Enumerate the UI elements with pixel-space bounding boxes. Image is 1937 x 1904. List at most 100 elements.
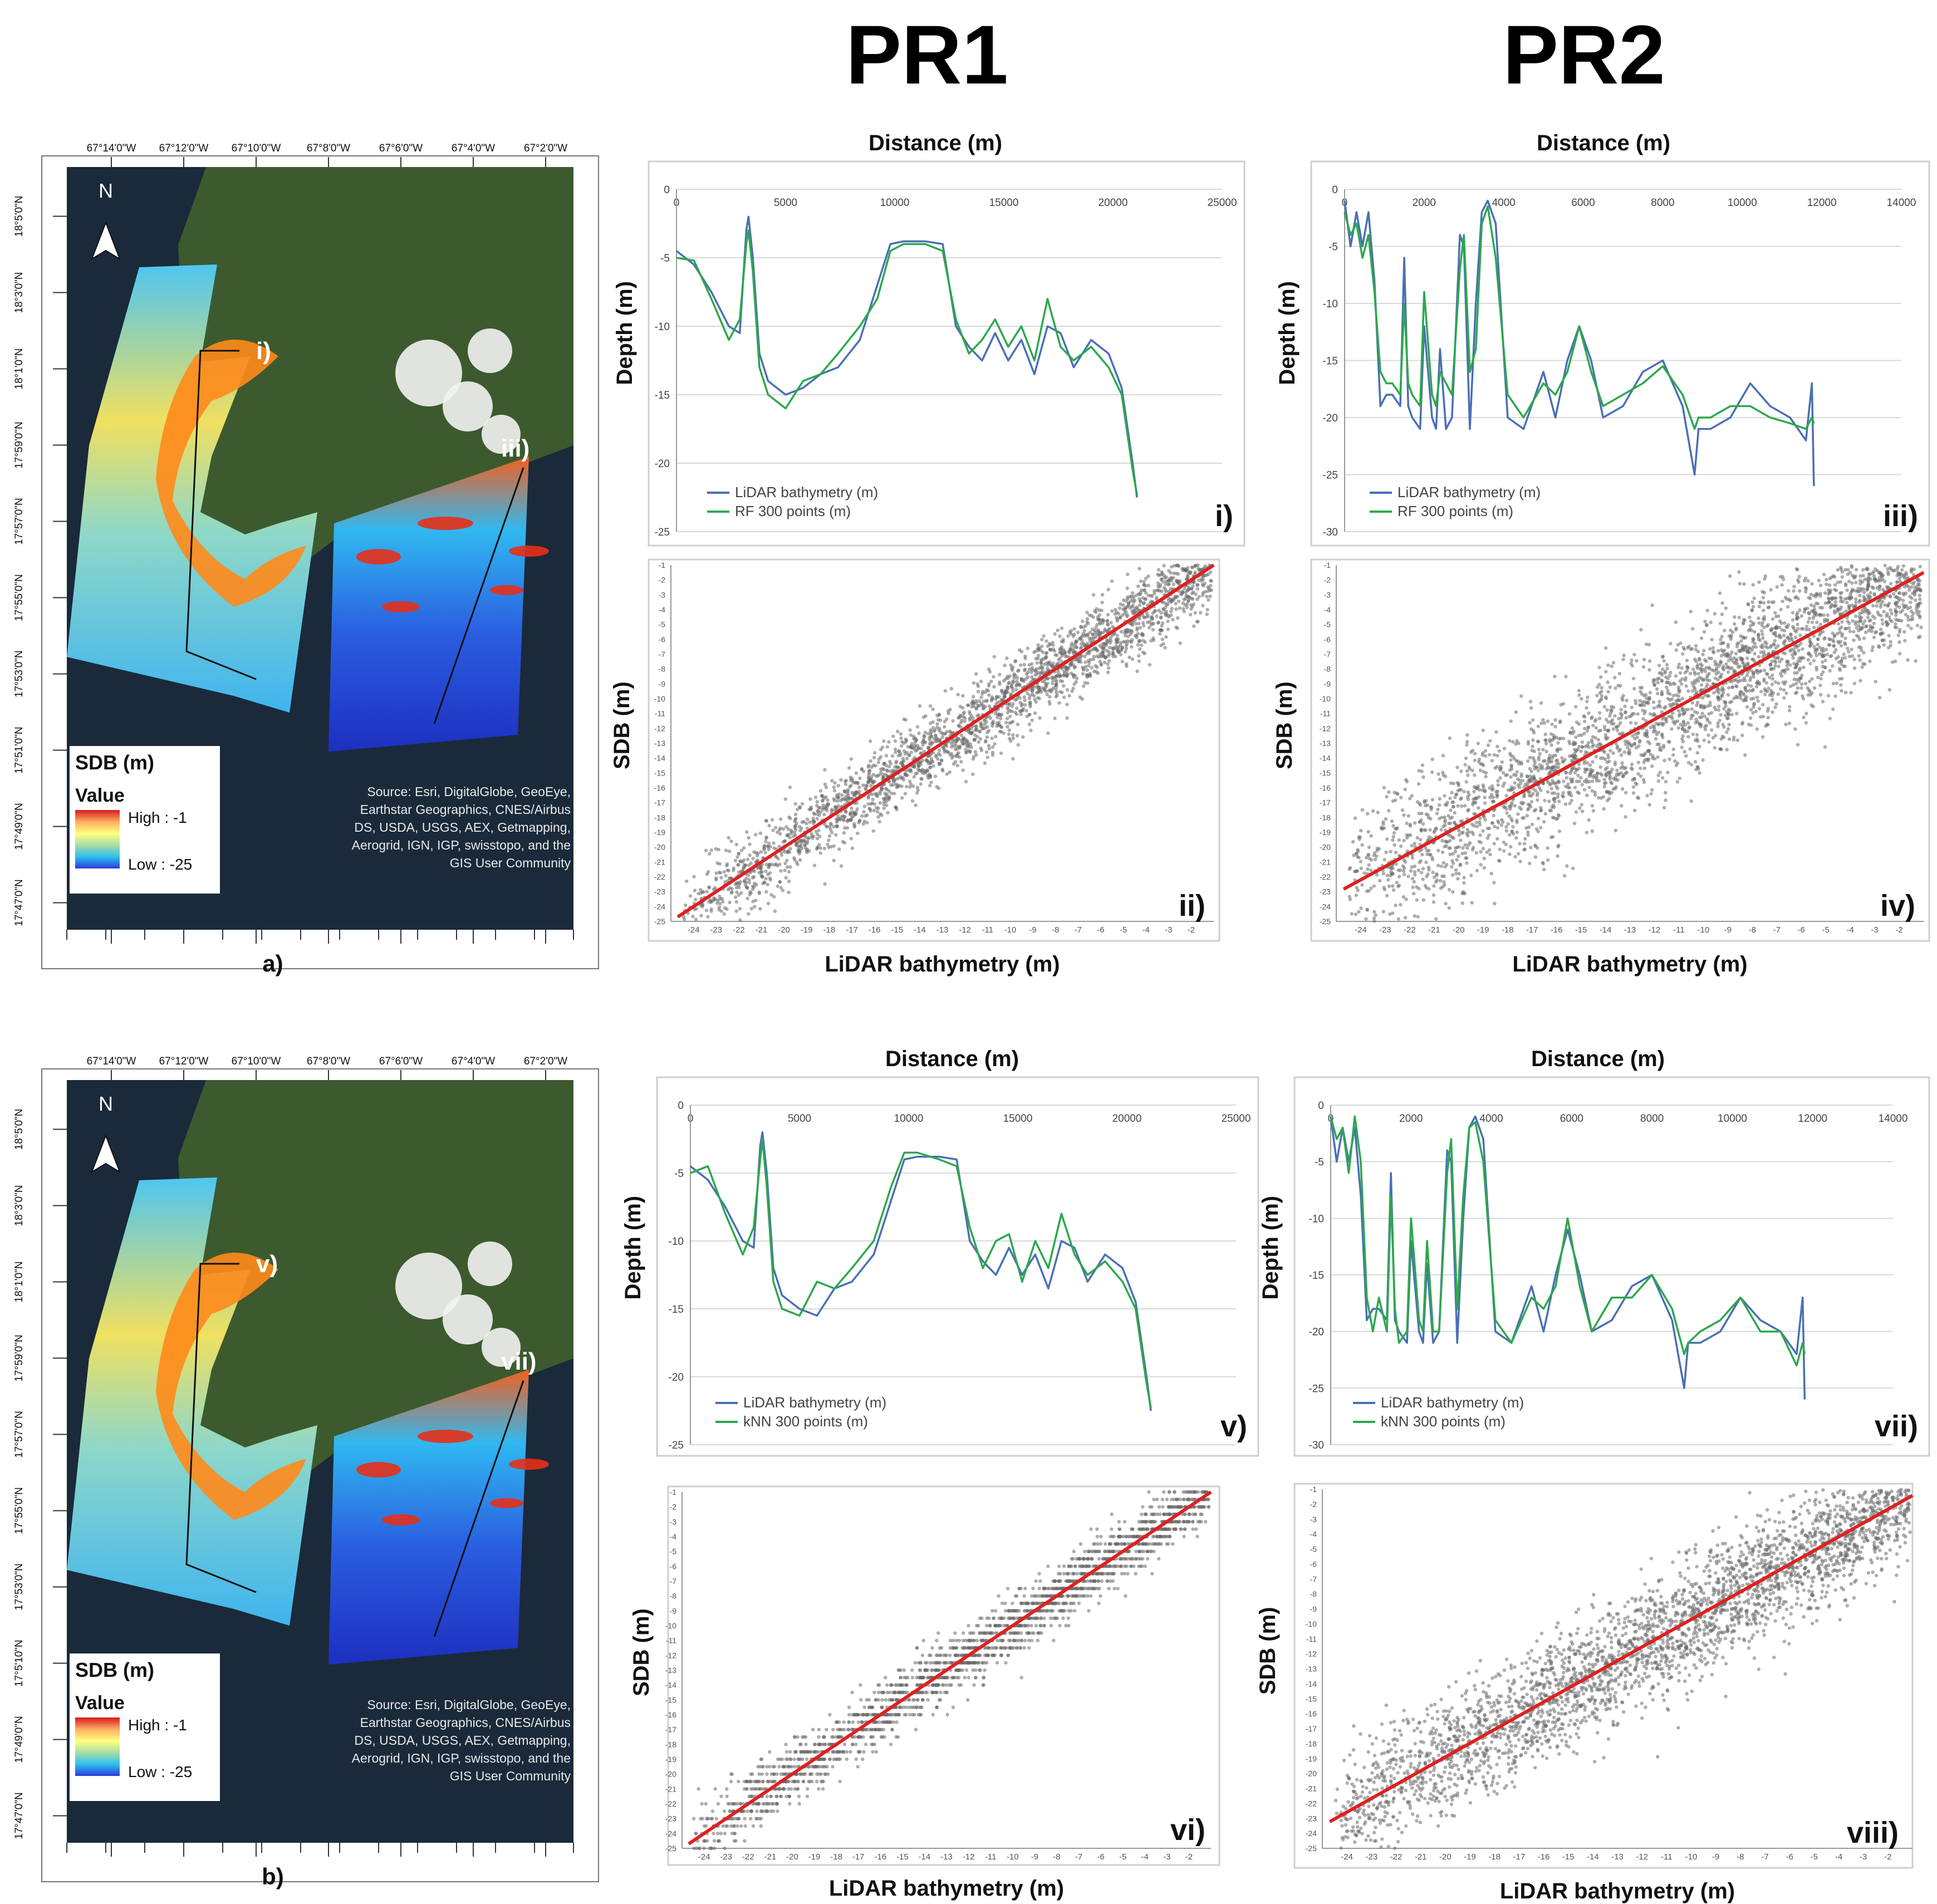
data-point bbox=[1141, 624, 1146, 628]
data-point bbox=[767, 841, 771, 846]
data-point bbox=[1602, 724, 1607, 729]
data-point bbox=[1664, 779, 1668, 784]
data-point bbox=[778, 862, 782, 866]
data-point bbox=[1617, 749, 1621, 753]
data-point bbox=[1815, 620, 1819, 625]
data-point bbox=[811, 816, 815, 821]
data-point bbox=[1208, 594, 1212, 598]
data-point bbox=[1677, 663, 1681, 666]
y-tick-label: -16 bbox=[654, 783, 665, 792]
map-left-label: 17°55'0"N bbox=[13, 1487, 25, 1534]
data-point bbox=[1660, 679, 1664, 683]
data-point bbox=[1761, 632, 1764, 636]
data-point bbox=[1634, 701, 1638, 705]
data-point bbox=[764, 836, 768, 840]
data-point bbox=[1196, 620, 1200, 624]
x-tick-label: -16 bbox=[1551, 925, 1563, 935]
data-point bbox=[1781, 577, 1786, 581]
data-point bbox=[1871, 645, 1875, 649]
data-point bbox=[963, 717, 967, 720]
data-point bbox=[1022, 663, 1026, 667]
data-point bbox=[1863, 577, 1867, 581]
data-point bbox=[1857, 654, 1861, 658]
data-point bbox=[1135, 605, 1139, 609]
x-tick-label: -12 bbox=[1649, 925, 1661, 935]
data-point bbox=[1590, 829, 1595, 833]
data-point bbox=[955, 763, 960, 768]
data-point bbox=[1669, 670, 1673, 675]
data-point bbox=[1360, 843, 1364, 847]
y-tick-label: -12 bbox=[654, 724, 665, 733]
data-point bbox=[832, 858, 836, 862]
data-point bbox=[837, 796, 841, 799]
data-point bbox=[1003, 664, 1007, 668]
data-point bbox=[1392, 831, 1396, 835]
data-point bbox=[1792, 661, 1796, 666]
y-tick-label: -20 bbox=[655, 458, 670, 470]
data-point bbox=[1602, 784, 1606, 789]
data-point bbox=[1051, 681, 1055, 685]
data-point bbox=[1757, 580, 1761, 585]
data-point bbox=[1185, 577, 1189, 581]
data-point bbox=[816, 846, 820, 850]
data-point bbox=[1727, 659, 1730, 663]
data-point bbox=[1083, 665, 1088, 669]
data-point bbox=[1205, 608, 1209, 612]
x-tick-label: 8000 bbox=[1651, 197, 1674, 209]
data-point bbox=[1170, 565, 1174, 569]
data-point bbox=[866, 802, 870, 806]
data-point bbox=[932, 737, 936, 741]
data-point bbox=[885, 803, 889, 807]
data-point bbox=[783, 850, 787, 854]
data-point bbox=[849, 757, 854, 761]
data-point bbox=[1454, 871, 1458, 876]
data-point bbox=[1797, 649, 1801, 652]
data-point bbox=[1883, 563, 1887, 567]
map-shoal bbox=[356, 1462, 401, 1478]
data-point bbox=[778, 832, 782, 836]
data-point bbox=[1844, 609, 1848, 613]
map-shoal bbox=[509, 546, 549, 557]
data-point bbox=[1889, 644, 1892, 647]
data-point bbox=[1022, 695, 1027, 699]
data-point bbox=[1135, 626, 1139, 630]
data-point bbox=[1375, 873, 1379, 877]
data-point bbox=[979, 679, 983, 684]
data-point bbox=[1768, 675, 1772, 680]
data-point bbox=[900, 784, 904, 788]
data-point bbox=[1151, 628, 1155, 632]
data-point bbox=[1178, 606, 1182, 610]
data-point bbox=[988, 670, 992, 674]
data-point bbox=[788, 847, 792, 851]
data-point bbox=[839, 815, 843, 819]
data-point bbox=[725, 907, 729, 911]
data-point bbox=[1106, 670, 1110, 674]
data-point bbox=[1575, 720, 1579, 724]
y-tick-label: -9 bbox=[659, 679, 666, 688]
data-point bbox=[1045, 693, 1049, 696]
data-point bbox=[1082, 629, 1086, 633]
data-point bbox=[1543, 798, 1547, 803]
data-point bbox=[882, 762, 886, 766]
data-point bbox=[1086, 681, 1090, 685]
data-point bbox=[1782, 696, 1786, 700]
data-point bbox=[1676, 709, 1681, 713]
y-tick-label: -11 bbox=[655, 709, 665, 718]
data-point bbox=[1119, 630, 1124, 634]
data-point bbox=[1839, 566, 1843, 570]
data-point bbox=[1699, 636, 1704, 640]
data-point bbox=[1006, 710, 1010, 715]
data-point bbox=[1142, 588, 1146, 592]
data-point bbox=[1745, 705, 1749, 709]
data-point bbox=[1915, 624, 1919, 627]
data-point bbox=[952, 762, 956, 766]
data-point bbox=[1359, 906, 1363, 910]
data-point bbox=[1866, 609, 1870, 612]
data-point bbox=[1573, 771, 1577, 775]
data-point bbox=[975, 682, 979, 686]
data-point bbox=[1041, 650, 1045, 654]
data-point bbox=[1855, 568, 1858, 572]
data-point bbox=[1674, 620, 1678, 624]
data-point bbox=[1173, 564, 1176, 568]
data-point bbox=[1518, 782, 1523, 786]
